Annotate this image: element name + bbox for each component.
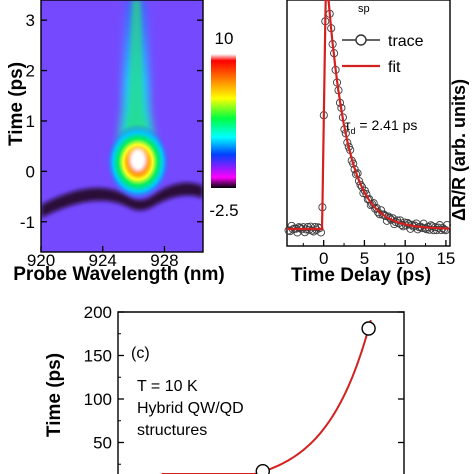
heatmap-ytick-label: 0 (26, 162, 35, 181)
heatmap-xlabel: Probe Wavelength (nm) (13, 264, 224, 285)
heatmap-xtick-label: 920 (27, 251, 55, 270)
panel-c-ytick-label: 150 (84, 347, 112, 366)
colorbar-min-label: -2.5 (209, 201, 238, 220)
tau-subscript: d (351, 126, 356, 136)
annotation-line-1: T = 10 K (137, 378, 198, 395)
panel-c-y-ticks: 200 150 100 50 (84, 303, 404, 465)
heatmap-ytick-label: 3 (26, 11, 35, 30)
panel-c-ylabel: Time (ps) (44, 353, 65, 437)
fit-line (287, 0, 450, 231)
legend-fit-label: fit (388, 59, 401, 76)
tau-annotation: τd = 2.41 ps (345, 117, 417, 136)
colorbar (211, 54, 236, 188)
heatmap-y-ticks: 3 2 1 0 -1 (20, 11, 203, 232)
trace-xlabel: Time Delay (ps) (291, 265, 431, 286)
annotation-line-3: structures (137, 422, 207, 439)
trace-ylabel: ΔR/R (arb. units) (449, 79, 469, 221)
tau-symbol: τ (345, 117, 351, 133)
heatmap-ytick-label: -1 (20, 213, 35, 232)
trace-point (381, 211, 390, 221)
panel-c-fit-curve (161, 319, 372, 474)
trace-xtick-label: 0 (319, 249, 328, 268)
heatmap-frame (40, 0, 204, 253)
heatmap-ytick-label: 1 (26, 112, 35, 131)
legend: trace fit (342, 33, 424, 76)
trace-point (441, 226, 450, 235)
heatmap-x-ticks: 920 924 928 (27, 246, 179, 270)
panel-c-label: (c) (131, 345, 150, 362)
trace-point (365, 195, 374, 204)
heatmap-image (41, 0, 203, 252)
colorbar-max-label: 10 (215, 29, 234, 48)
trace-point (284, 226, 293, 235)
trace-point (437, 225, 446, 235)
heatmap-ylabel: Time (ps) (6, 62, 27, 146)
trace-xtick-label: 5 (360, 249, 369, 268)
panel-b: 0 5 10 15 sp trace fit τd = 2.41 ps ΔR/R (a… (284, 0, 469, 286)
panel-c-ytick-label: 200 (84, 303, 112, 322)
heatmap-xtick-label: 924 (89, 251, 117, 270)
legend-trace-marker (355, 34, 367, 46)
annotation-line-2: Hybrid QW/QD (137, 400, 244, 417)
heatmap-xtick-label: 928 (150, 251, 178, 270)
trace-point (387, 215, 396, 224)
trace-frame (286, 0, 451, 247)
trace-xtick-label: 10 (396, 249, 415, 268)
panel-c: 200 150 100 50 (c) T = 10 K Hybrid QW/QD st… (44, 303, 405, 474)
tau-value: = 2.41 ps (356, 117, 418, 133)
panel-c-point (255, 464, 270, 474)
trace-x-ticks: 0 5 10 15 (302, 240, 455, 268)
trace-xtick-label: 15 (436, 249, 455, 268)
panel-c-ytick-label: 100 (84, 390, 112, 409)
top-subscript: sp (358, 3, 370, 15)
panel-c-point (361, 321, 376, 336)
panel-c-frame (117, 311, 405, 474)
trace-point (356, 180, 365, 189)
panel-c-ytick-label: 50 (93, 434, 112, 453)
heatmap-ytick-label: 2 (26, 62, 35, 81)
panel-c-points (255, 321, 376, 474)
trace-point (362, 190, 371, 199)
trace-point (294, 223, 303, 232)
legend-trace-label: trace (388, 33, 424, 50)
